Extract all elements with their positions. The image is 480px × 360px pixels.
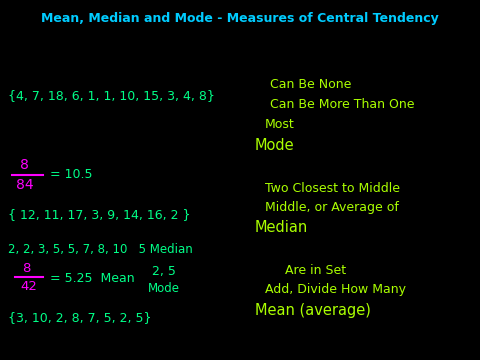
- Text: 42: 42: [20, 280, 37, 293]
- Text: Are in Set: Are in Set: [285, 264, 346, 276]
- Text: { 12, 11, 17, 3, 9, 14, 16, 2 }: { 12, 11, 17, 3, 9, 14, 16, 2 }: [8, 208, 191, 221]
- Text: Mean, Median and Mode - Measures of Central Tendency: Mean, Median and Mode - Measures of Cent…: [41, 12, 439, 25]
- Text: Mode: Mode: [148, 282, 180, 294]
- Text: Mode: Mode: [255, 138, 295, 153]
- Text: 84: 84: [16, 178, 34, 192]
- Text: 8: 8: [22, 262, 30, 275]
- Text: Can Be None: Can Be None: [270, 77, 351, 90]
- Text: {4, 7, 18, 6, 1, 1, 10, 15, 3, 4, 8}: {4, 7, 18, 6, 1, 1, 10, 15, 3, 4, 8}: [8, 90, 215, 103]
- Text: {3, 10, 2, 8, 7, 5, 2, 5}: {3, 10, 2, 8, 7, 5, 2, 5}: [8, 311, 152, 324]
- Text: Can Be More Than One: Can Be More Than One: [270, 98, 415, 111]
- Text: Two Closest to Middle: Two Closest to Middle: [265, 181, 400, 194]
- Text: 2, 2, 3, 5, 5, 7, 8, 10   5 Median: 2, 2, 3, 5, 5, 7, 8, 10 5 Median: [8, 243, 193, 256]
- Text: Middle, or Average of: Middle, or Average of: [265, 202, 399, 215]
- Text: Mean (average): Mean (average): [255, 302, 371, 318]
- Text: Add, Divide How Many: Add, Divide How Many: [265, 283, 406, 296]
- Text: = 5.25  Mean: = 5.25 Mean: [50, 271, 134, 284]
- Text: Median: Median: [255, 220, 308, 235]
- Text: 2, 5: 2, 5: [152, 266, 176, 279]
- Text: Most: Most: [265, 118, 295, 131]
- Text: = 10.5: = 10.5: [50, 167, 93, 180]
- Text: 8: 8: [20, 158, 29, 172]
